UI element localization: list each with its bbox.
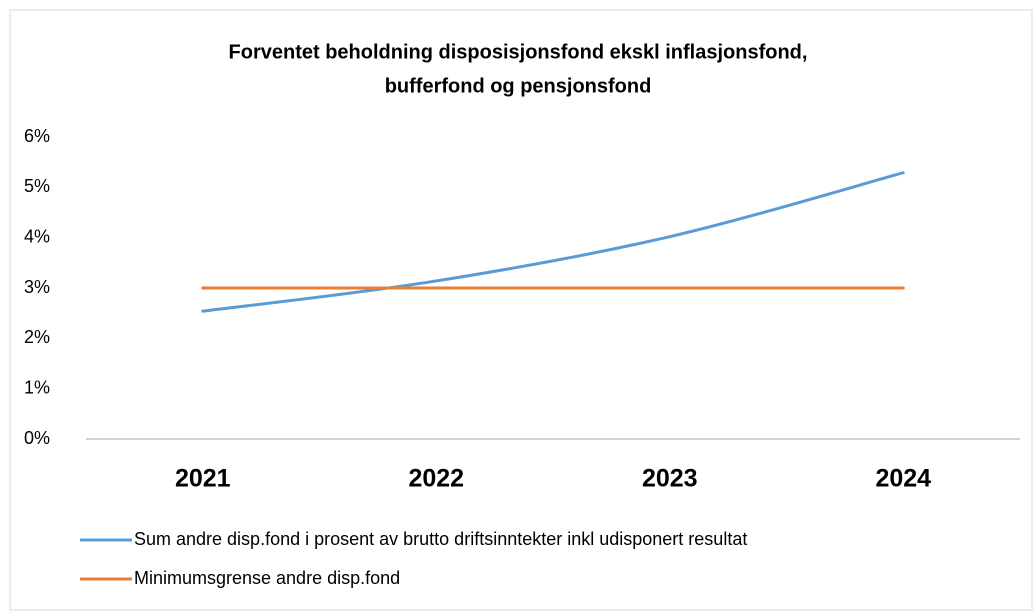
- y-tick-label: 6%: [24, 126, 50, 146]
- x-tick-label: 2022: [408, 465, 464, 493]
- chart-title: Forventet beholdning disposisjonsfond ek…: [229, 41, 808, 63]
- x-tick-label: 2024: [875, 465, 931, 493]
- x-tick-label: 2021: [175, 465, 231, 493]
- legend-label: Minimumsgrense andre disp.fond: [134, 568, 400, 588]
- y-tick-label: 1%: [24, 377, 50, 397]
- series-line: [201, 171, 905, 313]
- y-tick-label: 3%: [24, 277, 50, 297]
- y-tick-label: 5%: [24, 176, 50, 196]
- legend-label: Sum andre disp.fond i prosent av brutto …: [134, 529, 747, 549]
- y-tick-label: 4%: [24, 226, 50, 246]
- y-tick-label: 2%: [24, 327, 50, 347]
- chart-title: bufferfond og pensjonsfond: [385, 75, 652, 97]
- chart-frame: [9, 9, 1033, 611]
- x-tick-label: 2023: [642, 465, 698, 493]
- y-tick-label: 0%: [24, 428, 50, 448]
